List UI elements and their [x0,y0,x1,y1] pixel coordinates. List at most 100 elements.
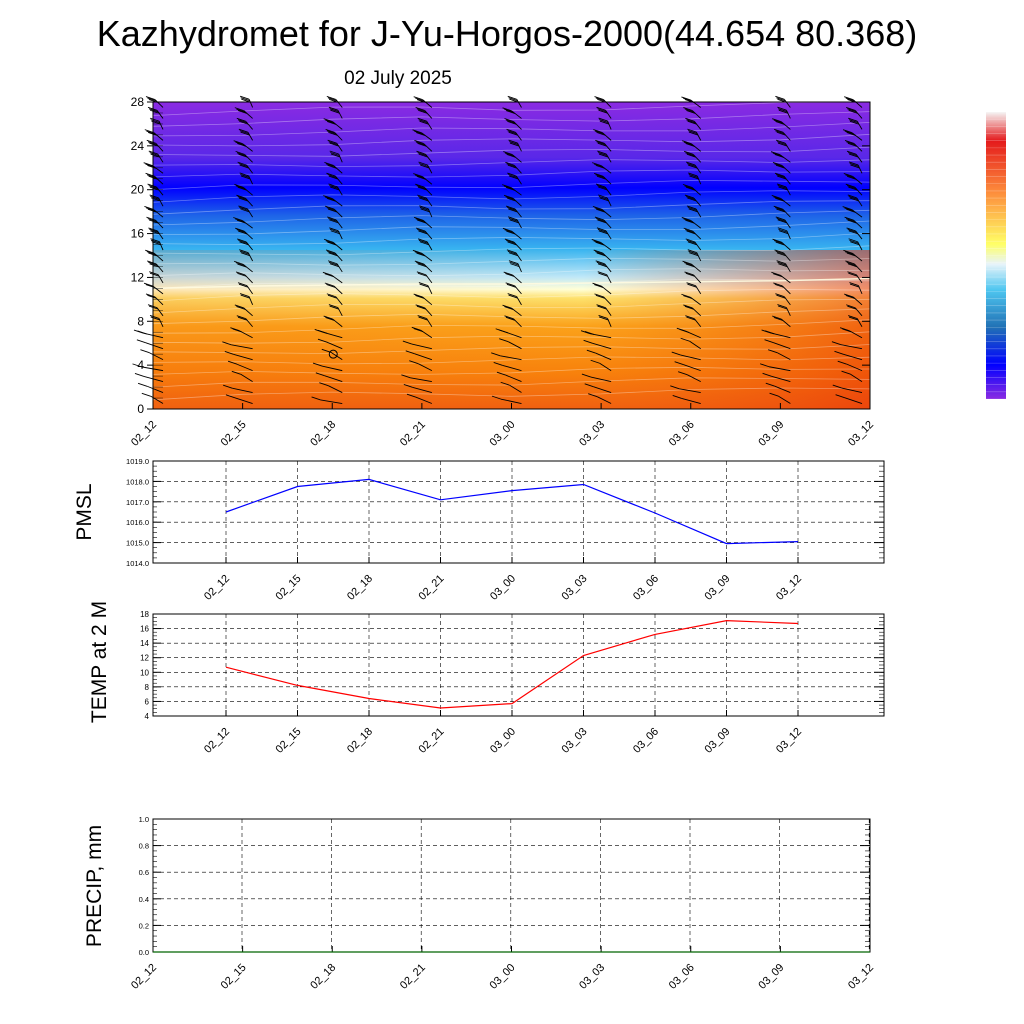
wind-barb-flag [580,330,591,335]
wind-barb-flag [683,150,694,155]
precip-grid [153,818,870,952]
wind-barb [329,150,343,163]
wind-barb-staff [149,352,164,361]
wind-barb-flag [671,351,681,356]
wind-barb-flag [598,153,609,158]
wind-barb [508,260,522,273]
x-tick-label: 03_00 [488,573,518,603]
wind-barb [767,349,791,361]
wind-barb-staff [769,366,791,372]
wind-barb-flag [418,282,429,287]
wind-barb [324,162,343,174]
wind-barb-staff [234,397,253,404]
wind-barb-flag [328,131,338,136]
wind-barb-flag [240,131,250,136]
wind-barb-flag [687,128,697,133]
wind-barb-flag [776,183,787,188]
wind-barb [847,194,863,207]
wind-barb [678,371,701,382]
wind-barb-flag [317,329,328,334]
wind-barb-flag [686,316,696,321]
wind-barb [846,150,863,163]
wind-barb [686,161,702,174]
wind-barb-flag [595,97,606,102]
wind-barb [686,282,702,295]
wind-barb-flag [506,197,517,202]
calm-wind-circle [328,349,338,359]
wind-barb-flag [330,230,340,235]
wind-barb-flag [146,174,157,179]
wind-barb [777,227,791,240]
wind-barb-flag [846,208,856,213]
wind-barb-flag [240,252,250,257]
wind-barb [842,206,863,218]
wind-barb-flag [846,304,856,309]
wind-barb-flag [848,119,859,124]
wind-barbs [132,95,863,404]
x-tick-label: 03_09 [756,419,786,449]
wind-barb-flag [329,228,340,233]
wind-barb-flag [584,383,594,388]
wind-barb-flag [233,260,244,265]
y-tick-label: 14 [140,639,149,648]
wind-barb-flag [149,271,159,276]
wind-barb-flag [325,317,335,321]
wind-barb-flag [592,282,602,287]
wind-barb-flag [414,260,425,265]
y-tick-label: 20 [131,183,145,197]
wind-barb-flag [415,97,425,102]
wind-barb-flag [686,119,696,124]
x-tick-label: 03_06 [667,419,697,449]
wind-barb-flag [238,239,248,244]
wind-barb-flag [684,262,694,267]
wind-barb-flag [503,151,513,155]
wind-barb-flag [831,341,842,346]
wind-barb-flag [149,194,159,199]
wind-barb-flag [777,219,787,224]
wind-barb-flag [224,351,234,355]
wind-barb-flag [685,315,695,320]
wind-barb-flag [147,183,157,188]
wind-barb-flag [237,161,247,166]
wind-barb [508,139,522,152]
y-tick-label: 1014.0 [126,559,149,568]
wind-barb [418,161,433,174]
wind-barb-flag [505,161,515,166]
y-tick-label: 0.2 [139,921,149,930]
wind-barb-flag [239,249,249,254]
wind-barb-flag [330,152,340,156]
wind-barb [145,96,164,108]
wind-barb [328,106,343,119]
wind-barb-flag [506,240,516,244]
wind-barb-flag [327,174,337,179]
wind-barb-staff [686,374,701,382]
wind-barb-flag [147,304,158,309]
wind-barb-flag [413,216,424,221]
wind-barb-staff [599,362,612,372]
wind-barb [504,118,522,130]
wind-barb-flag [498,329,508,334]
wind-barb-flag [778,109,788,114]
wind-barb-flag [413,173,423,177]
x-tick-label: 03_12 [846,962,876,992]
wind-barb-flag [681,96,691,101]
wind-barb [403,384,432,393]
wind-barb-flag [416,132,426,136]
isotherm-line [152,268,871,277]
wind-barb-staff [689,340,702,350]
wind-barb-flag [327,250,337,255]
wind-barb-flag [762,372,772,377]
wind-barb-flag [688,173,698,178]
wind-barb-flag [849,153,859,158]
wind-barb [502,184,522,196]
wind-barb-flag [415,141,426,146]
wind-barb-flag [324,273,334,278]
x-tick-label: 02_12 [202,573,232,603]
wind-barb-staff [773,342,791,350]
temp-y-axis: 4 6 8 10 12 14 16 18 [140,610,884,721]
wind-barb-staff [320,399,343,404]
wind-barb-flag [842,129,853,134]
wind-barb-flag [507,293,517,298]
wind-barb [834,350,863,361]
freezing-level-line [152,277,871,290]
